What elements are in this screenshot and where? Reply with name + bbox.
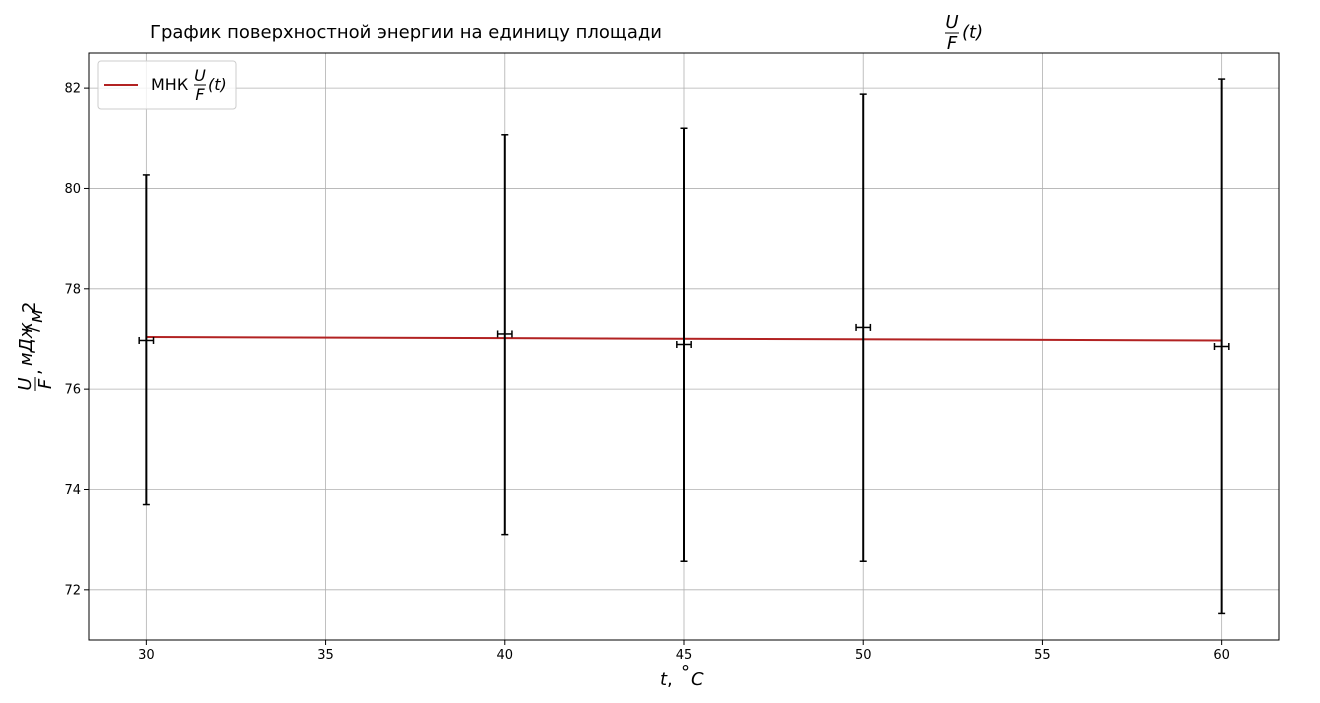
errorbar-layer: [139, 79, 1229, 613]
chart-title-text: График поверхностной энергии на единицу …: [150, 22, 662, 43]
y-axis-frac-den: F: [35, 378, 56, 389]
y-axis-label: U F , мДж / м 2: [15, 302, 56, 391]
y-axis-unit-pow: 2: [19, 302, 40, 313]
data-point: [139, 175, 153, 505]
title-arg: (t): [962, 22, 983, 43]
x-tick-label: 30: [138, 648, 155, 663]
y-tick-label: 74: [64, 483, 81, 498]
legend-frac-num: U: [194, 66, 206, 85]
y-tick-label: 78: [64, 282, 81, 297]
x-tick-label: 35: [317, 648, 334, 663]
x-axis-unit: C: [691, 669, 704, 690]
y-tick-label: 82: [64, 82, 81, 97]
x-tick-label: 55: [1034, 648, 1051, 663]
legend-arg: (t): [208, 75, 227, 94]
x-axis-deg: °: [681, 662, 690, 683]
x-tick-label: 50: [855, 648, 872, 663]
ticks: 30 35 40 45 50 55 60 72 74 76 78 80 82: [64, 82, 1229, 663]
data-point: [677, 128, 691, 561]
legend: МНК U F (t): [98, 61, 236, 109]
data-point: [1214, 79, 1228, 613]
y-tick-label: 72: [64, 583, 81, 598]
y-tick-label: 80: [64, 182, 81, 197]
data-point: [856, 94, 870, 561]
x-axis-label: t , ° C: [660, 662, 704, 690]
y-axis-frac-num: U: [15, 377, 36, 390]
y-tick-label: 76: [64, 383, 81, 398]
x-tick-label: 60: [1213, 648, 1230, 663]
x-axis-sep: ,: [667, 669, 673, 690]
x-tick-label: 45: [676, 648, 693, 663]
data-point: [498, 135, 512, 535]
chart-title: График поверхностной энергии на единицу …: [150, 12, 983, 54]
title-frac-num: U: [945, 12, 958, 33]
title-frac-den: F: [947, 33, 958, 54]
y-axis-unit-slash: /: [22, 325, 43, 332]
y-axis-sep: ,: [24, 369, 45, 375]
legend-label: МНК: [151, 75, 189, 94]
legend-frac-den: F: [195, 85, 205, 104]
x-tick-label: 40: [497, 648, 514, 663]
